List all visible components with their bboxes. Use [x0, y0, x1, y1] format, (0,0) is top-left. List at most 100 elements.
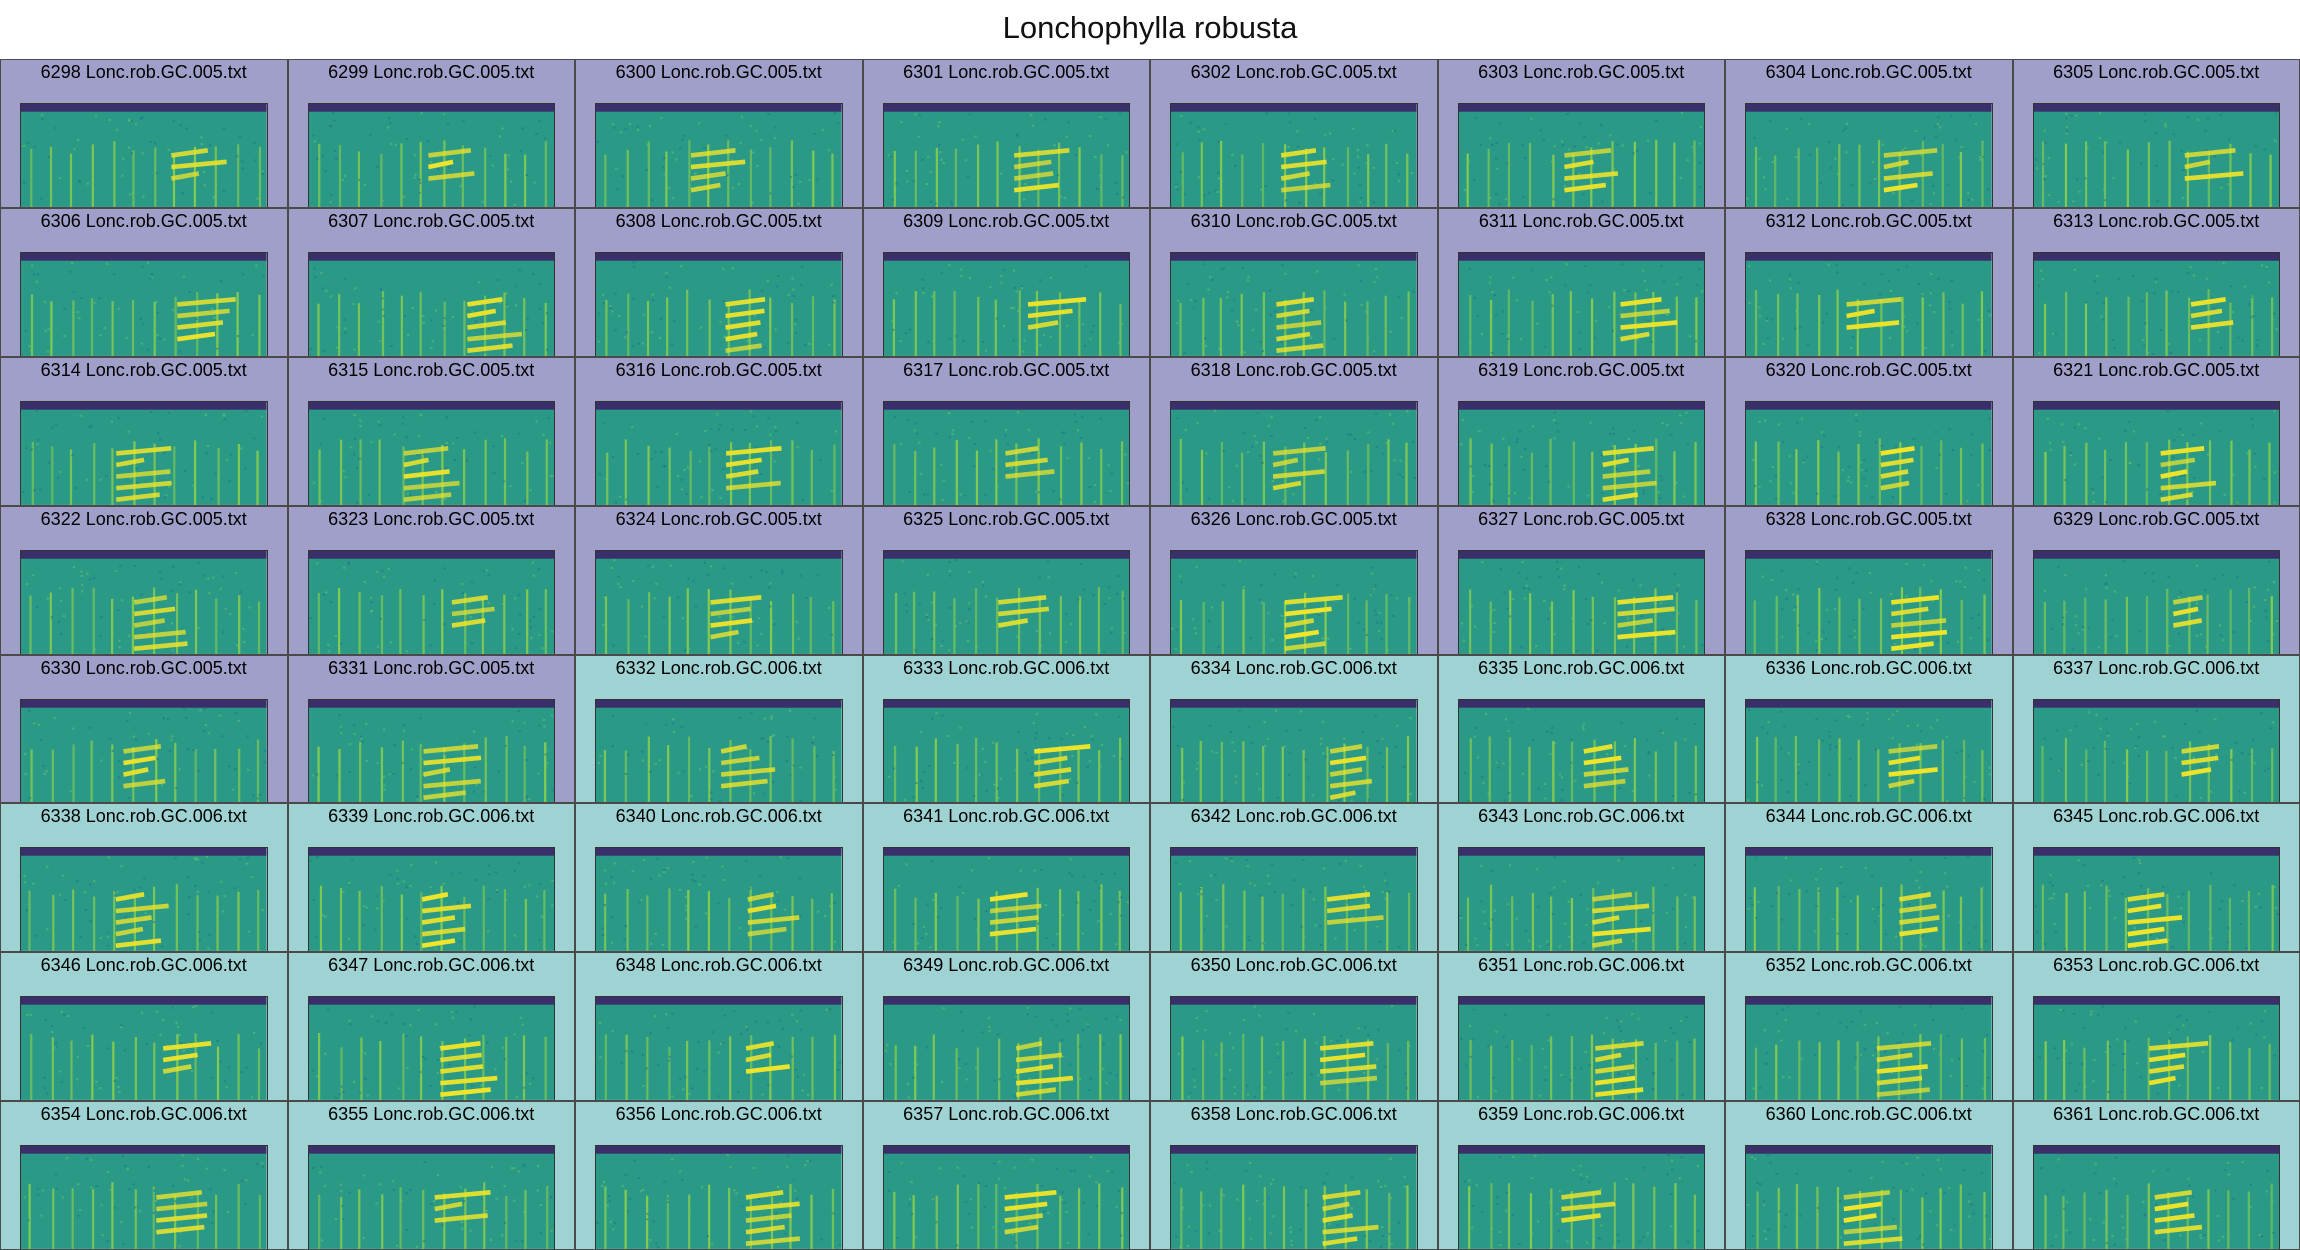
tile-label: 6302 Lonc.rob.GC.005.txt [1190, 62, 1397, 82]
spectrogram-image [307, 103, 555, 207]
spectrogram-tile: 6340 Lonc.rob.GC.006.txt [575, 803, 863, 953]
spectrogram-tile: 6322 Lonc.rob.GC.005.txt [0, 505, 288, 655]
spectrogram-tile: 6307 Lonc.rob.GC.005.txt [287, 207, 575, 357]
spectrogram-tile: 6308 Lonc.rob.GC.005.txt [575, 207, 863, 357]
tile-label: 6301 Lonc.rob.GC.005.txt [903, 62, 1110, 82]
tile-label: 6340 Lonc.rob.GC.006.txt [615, 806, 822, 827]
spectrogram-tile: 6360 Lonc.rob.GC.006.txt [1725, 1101, 2013, 1250]
spectrogram-image [1745, 103, 1993, 207]
spectrogram-image [595, 400, 843, 505]
spectrogram-image [1170, 103, 1418, 207]
tile-label: 6307 Lonc.rob.GC.005.txt [328, 210, 535, 231]
tile-label: 6352 Lonc.rob.GC.006.txt [1765, 955, 1972, 976]
spectrogram-image [20, 549, 268, 654]
tile-label: 6359 Lonc.rob.GC.006.txt [1478, 1104, 1685, 1125]
tile-label: 6349 Lonc.rob.GC.006.txt [903, 955, 1110, 976]
spectrogram-tile: 6350 Lonc.rob.GC.006.txt [1150, 952, 1438, 1102]
spectrogram-image [2032, 400, 2280, 505]
spectrogram-tile: 6346 Lonc.rob.GC.006.txt [0, 952, 288, 1102]
spectrogram-image [882, 1145, 1130, 1249]
spectrogram-image [307, 698, 555, 803]
spectrogram-image [1170, 251, 1418, 356]
spectrogram-tile: 6344 Lonc.rob.GC.006.txt [1725, 803, 2013, 953]
spectrogram-image [307, 1145, 555, 1249]
spectrogram-tile: 6353 Lonc.rob.GC.006.txt [2012, 952, 2300, 1102]
spectrogram-tile: 6338 Lonc.rob.GC.006.txt [0, 803, 288, 953]
tile-label: 6338 Lonc.rob.GC.006.txt [40, 806, 247, 827]
spectrogram-tile: 6356 Lonc.rob.GC.006.txt [575, 1101, 863, 1250]
tile-label: 6323 Lonc.rob.GC.005.txt [328, 508, 535, 529]
tile-label: 6314 Lonc.rob.GC.005.txt [40, 359, 247, 380]
tile-label: 6354 Lonc.rob.GC.006.txt [40, 1104, 247, 1125]
spectrogram-image [1457, 549, 1705, 654]
tile-label: 6346 Lonc.rob.GC.006.txt [40, 955, 247, 976]
tile-label: 6328 Lonc.rob.GC.005.txt [1765, 508, 1972, 529]
spectrogram-tile: 6319 Lonc.rob.GC.005.txt [1437, 356, 1725, 506]
tile-label: 6347 Lonc.rob.GC.006.txt [328, 955, 535, 976]
spectrogram-tile: 6303 Lonc.rob.GC.005.txt [1437, 59, 1725, 208]
tile-label: 6325 Lonc.rob.GC.005.txt [903, 508, 1110, 529]
spectrogram-tile: 6339 Lonc.rob.GC.006.txt [287, 803, 575, 953]
spectrogram-tile: 6304 Lonc.rob.GC.005.txt [1725, 59, 2013, 208]
tile-label: 6329 Lonc.rob.GC.005.txt [2053, 508, 2260, 529]
tile-label: 6333 Lonc.rob.GC.006.txt [903, 657, 1110, 678]
tile-label: 6358 Lonc.rob.GC.006.txt [1190, 1104, 1397, 1125]
spectrogram-tile: 6341 Lonc.rob.GC.006.txt [862, 803, 1150, 953]
tile-label: 6327 Lonc.rob.GC.005.txt [1478, 508, 1685, 529]
spectrogram-image [882, 400, 1130, 505]
tile-label: 6344 Lonc.rob.GC.006.txt [1765, 806, 1972, 827]
spectrogram-tile: 6310 Lonc.rob.GC.005.txt [1150, 207, 1438, 357]
tile-label: 6304 Lonc.rob.GC.005.txt [1765, 62, 1972, 82]
spectrogram-tile: 6314 Lonc.rob.GC.005.txt [0, 356, 288, 506]
tile-label: 6306 Lonc.rob.GC.005.txt [40, 210, 247, 231]
spectrogram-image [595, 847, 843, 952]
spectrogram-image [1457, 251, 1705, 356]
tile-label: 6348 Lonc.rob.GC.006.txt [615, 955, 822, 976]
spectrogram-image [2032, 847, 2280, 952]
spectrogram-image [1745, 847, 1993, 952]
tile-label: 6345 Lonc.rob.GC.006.txt [2053, 806, 2260, 827]
spectrogram-image [1745, 549, 1993, 654]
spectrogram-image [1457, 103, 1705, 207]
spectrogram-grid: 6298 Lonc.rob.GC.005.txt 6299 Lonc.rob.GC… [0, 59, 2300, 1250]
spectrogram-image [595, 549, 843, 654]
spectrogram-image [2032, 103, 2280, 207]
spectrogram-tile: 6331 Lonc.rob.GC.005.txt [287, 654, 575, 804]
tile-label: 6311 Lonc.rob.GC.005.txt [1478, 210, 1684, 231]
spectrogram-tile: 6351 Lonc.rob.GC.006.txt [1437, 952, 1725, 1102]
spectrogram-image [595, 996, 843, 1101]
tile-label: 6321 Lonc.rob.GC.005.txt [2053, 359, 2260, 380]
spectrogram-tile: 6337 Lonc.rob.GC.006.txt [2012, 654, 2300, 804]
spectrogram-tile: 6324 Lonc.rob.GC.005.txt [575, 505, 863, 655]
page-title: Lonchophylla robusta [1002, 10, 1298, 45]
tile-label: 6341 Lonc.rob.GC.006.txt [903, 806, 1110, 827]
spectrogram-tile: 6349 Lonc.rob.GC.006.txt [862, 952, 1150, 1102]
spectrogram-tile: 6359 Lonc.rob.GC.006.txt [1437, 1101, 1725, 1250]
tile-label: 6355 Lonc.rob.GC.006.txt [328, 1104, 535, 1125]
tile-label: 6313 Lonc.rob.GC.005.txt [2053, 210, 2260, 231]
spectrogram-image [2032, 698, 2280, 803]
tile-label: 6331 Lonc.rob.GC.005.txt [328, 657, 535, 678]
spectrogram-tile: 6333 Lonc.rob.GC.006.txt [862, 654, 1150, 804]
spectrogram-tile: 6326 Lonc.rob.GC.005.txt [1150, 505, 1438, 655]
spectrogram-image [1457, 996, 1705, 1101]
spectrogram-tile: 6318 Lonc.rob.GC.005.txt [1150, 356, 1438, 506]
spectrogram-image [20, 400, 268, 505]
tile-label: 6305 Lonc.rob.GC.005.txt [2053, 62, 2260, 82]
tile-label: 6335 Lonc.rob.GC.006.txt [1478, 657, 1685, 678]
spectrogram-tile: 6347 Lonc.rob.GC.006.txt [287, 952, 575, 1102]
spectrogram-tile: 6323 Lonc.rob.GC.005.txt [287, 505, 575, 655]
tile-label: 6353 Lonc.rob.GC.006.txt [2053, 955, 2260, 976]
spectrogram-image [1745, 400, 1993, 505]
spectrogram-image [307, 996, 555, 1101]
spectrogram-tile: 6332 Lonc.rob.GC.006.txt [575, 654, 863, 804]
tile-label: 6330 Lonc.rob.GC.005.txt [40, 657, 247, 678]
spectrogram-image [2032, 996, 2280, 1101]
spectrogram-tile: 6343 Lonc.rob.GC.006.txt [1437, 803, 1725, 953]
spectrogram-image [882, 698, 1130, 803]
tile-label: 6316 Lonc.rob.GC.005.txt [615, 359, 822, 380]
spectrogram-tile: 6328 Lonc.rob.GC.005.txt [1725, 505, 2013, 655]
tile-label: 6319 Lonc.rob.GC.005.txt [1478, 359, 1685, 380]
spectrogram-tile: 6299 Lonc.rob.GC.005.txt [287, 59, 575, 208]
spectrogram-image [20, 996, 268, 1101]
